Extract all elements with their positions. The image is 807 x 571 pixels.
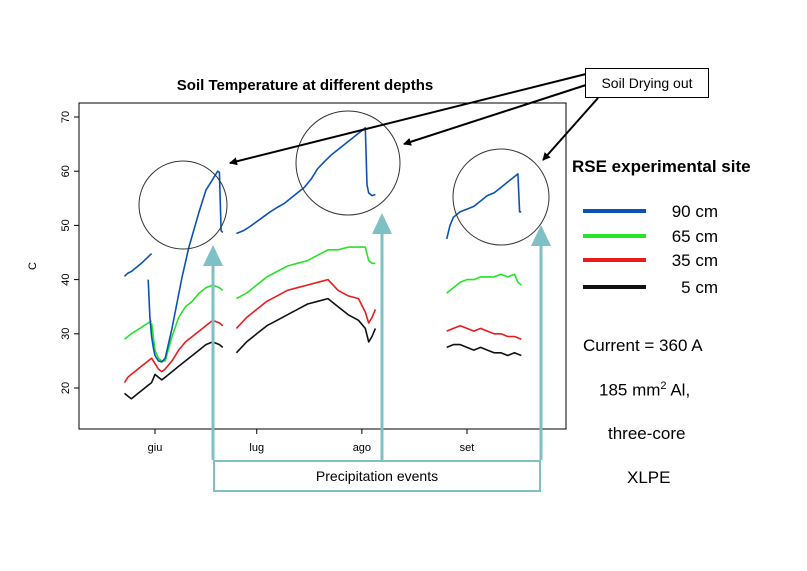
series-line: [445, 173, 522, 240]
series-layer: [123, 127, 522, 400]
conductor-info: 185 mm2 Al,: [599, 380, 690, 401]
series-line: [124, 341, 224, 400]
drying-circle-june: [138, 160, 228, 250]
drying-circle-august: [295, 110, 401, 216]
legend-label: 35 cm: [672, 251, 718, 270]
chart-title: Soil Temperature at different depths: [177, 77, 433, 94]
series-line: [446, 273, 522, 294]
plot-frame: [78, 102, 567, 430]
y-tick-label: 40: [60, 273, 72, 285]
series-35-cm: [123, 278, 522, 384]
series-line: [124, 320, 153, 340]
drying-circle-september: [452, 148, 550, 246]
precipitation-arrows: [211, 226, 543, 460]
y-tick-label: 30: [60, 328, 72, 340]
y-tick-label: 20: [60, 382, 72, 394]
y-tick-label: 50: [60, 219, 72, 231]
series-line: [235, 278, 377, 329]
series-line: [446, 324, 522, 340]
legend-label: 5 cm: [681, 278, 718, 297]
conductor-size: 185 mm: [599, 380, 661, 400]
x-axis: giu lug ago set: [148, 429, 475, 454]
callout-arrow-3: [542, 97, 599, 161]
y-tick-label: 60: [60, 165, 72, 177]
series-line: [446, 343, 522, 357]
precipitation-events-label: Precipitation events: [213, 460, 541, 492]
annotation-layer: [138, 73, 599, 460]
cable-type: three-core: [608, 424, 686, 443]
callout-arrow-1: [229, 73, 587, 166]
series-90-cm: [123, 127, 522, 363]
x-tick-label: ago: [353, 442, 371, 454]
y-axis-label: C: [27, 262, 39, 270]
series-line: [236, 127, 376, 235]
conductor-unit-exponent: 2: [660, 380, 667, 392]
series-line: [147, 170, 224, 363]
precip-arrowhead-3: [531, 225, 551, 246]
soil-drying-callout: Soil Drying out: [585, 68, 709, 98]
insulation-type: XLPE: [627, 468, 671, 487]
legend: 90 cm 65 cm 35 cm 5 cm: [583, 202, 718, 297]
precip-arrowhead-2: [372, 213, 392, 234]
legend-label: 90 cm: [672, 202, 718, 221]
x-tick-label: lug: [249, 442, 264, 454]
series-line: [235, 297, 377, 354]
series-5-cm: [124, 297, 522, 400]
series-line: [123, 253, 153, 277]
conductor-material: Al,: [666, 380, 691, 400]
y-tick-label: 70: [60, 111, 72, 123]
series-line: [123, 319, 224, 384]
y-axis: 20 30 40 50 60 70: [60, 111, 79, 394]
site-title: RSE experimental site: [572, 157, 751, 176]
current-info: Current = 360 A: [583, 336, 703, 355]
x-tick-label: set: [460, 442, 475, 454]
x-tick-label: giu: [148, 442, 163, 454]
callout-arrow-2: [403, 84, 587, 146]
legend-label: 65 cm: [672, 227, 718, 246]
precip-arrowhead-1: [203, 245, 223, 266]
series-line: [236, 246, 376, 300]
